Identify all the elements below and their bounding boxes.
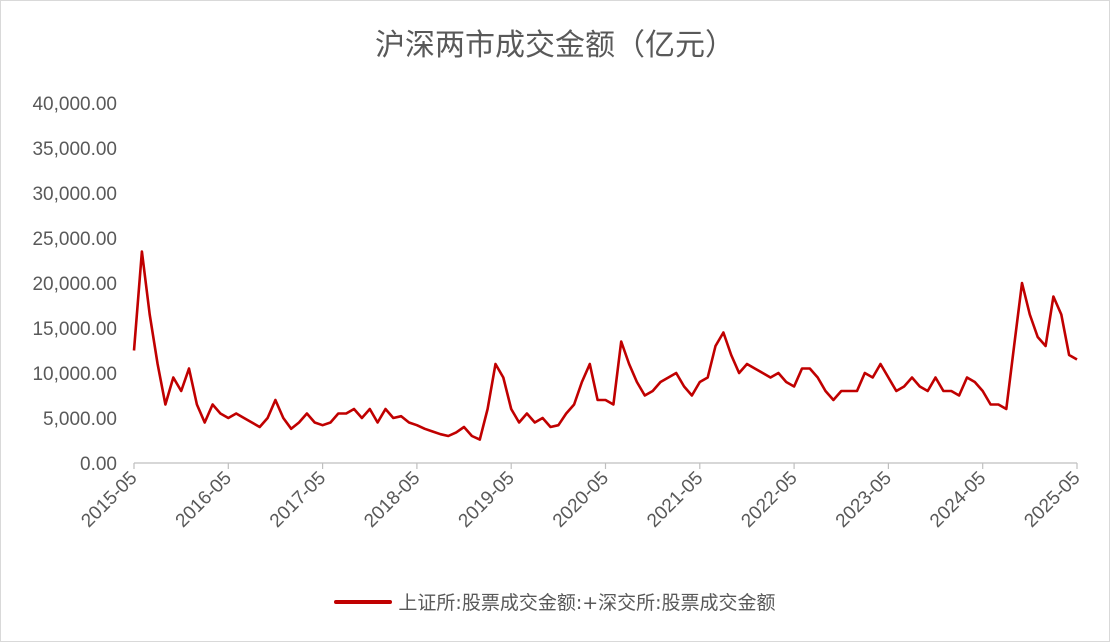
x-tick-label: 2021-05	[643, 468, 707, 532]
x-tick-label: 2017-05	[266, 468, 330, 532]
x-tick-label: 2015-05	[77, 468, 141, 532]
y-tick-label: 20,000.00	[32, 274, 117, 295]
x-tick-label: 2025-05	[1020, 468, 1084, 532]
x-tick-label: 2022-05	[737, 468, 801, 532]
y-tick-label: 5,000.00	[43, 409, 117, 430]
y-tick-label: 15,000.00	[32, 319, 117, 340]
y-tick-label: 40,000.00	[32, 94, 117, 115]
series-line	[132, 250, 1078, 441]
x-tick-label: 2023-05	[832, 468, 896, 532]
y-tick-label: 25,000.00	[32, 229, 117, 250]
legend-swatch	[334, 599, 393, 604]
x-tick-label: 2019-05	[455, 468, 519, 532]
y-tick-label: 30,000.00	[32, 184, 117, 205]
legend-label: 上证所:股票成交金额:+深交所:股票成交金额	[398, 592, 776, 614]
chart-title: 沪深两市成交金额（亿元）	[375, 28, 735, 63]
y-tick-label: 35,000.00	[32, 139, 117, 160]
legend: 上证所:股票成交金额:+深交所:股票成交金额	[0, 588, 1110, 615]
x-tick-label: 2020-05	[549, 468, 613, 532]
y-tick-label: 10,000.00	[32, 364, 117, 385]
x-tick-label: 2024-05	[926, 468, 990, 532]
x-tick-label: 2018-05	[360, 468, 424, 532]
y-tick-label: 0.00	[80, 454, 117, 475]
x-tick-label: 2016-05	[172, 468, 236, 532]
